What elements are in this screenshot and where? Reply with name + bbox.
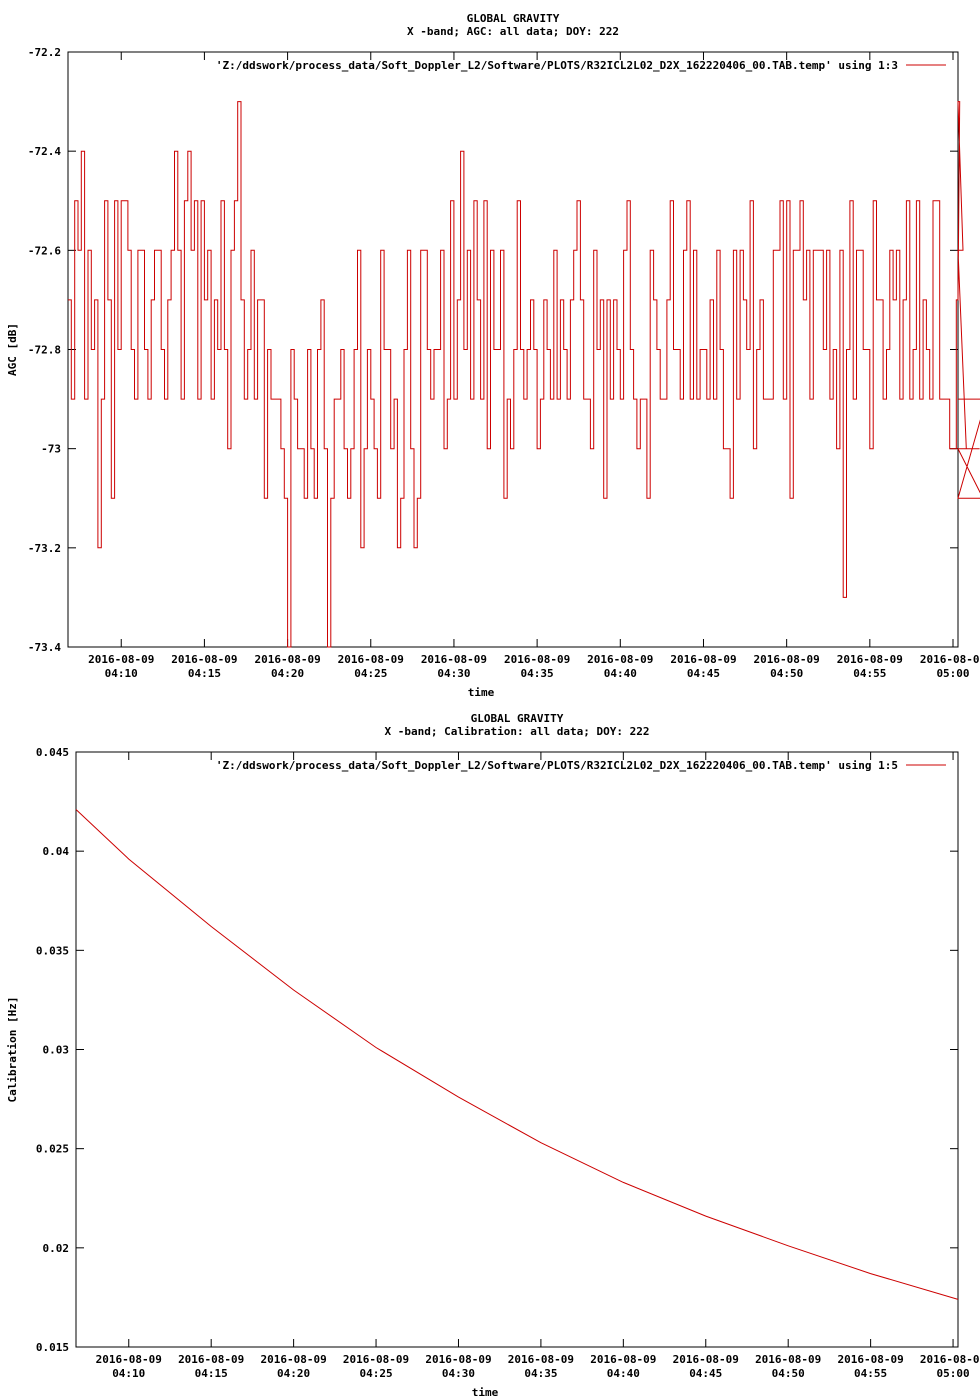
y-tick-label: -73.4 bbox=[28, 641, 61, 654]
plot-frame bbox=[75, 751, 959, 1348]
x-tick-date: 2016-08-09 bbox=[670, 653, 736, 666]
x-tick-time: 04:30 bbox=[437, 667, 470, 680]
x-tick-time: 04:35 bbox=[524, 1367, 557, 1380]
x-tick-time: 04:20 bbox=[271, 667, 304, 680]
x-tick-date: 2016-08-09 bbox=[504, 653, 570, 666]
x-tick-date: 2016-08-09 bbox=[338, 653, 404, 666]
chart-subtitle: X -band; Calibration: all data; DOY: 222 bbox=[385, 725, 650, 738]
x-tick-date: 2016-08-09 bbox=[838, 1353, 904, 1366]
x-tick-time: 05:00 bbox=[936, 667, 969, 680]
x-tick-date: 2016-08-09 bbox=[755, 1353, 821, 1366]
x-tick-time: 05:00 bbox=[936, 1367, 969, 1380]
x-tick-date: 2016-08-09 bbox=[754, 653, 820, 666]
x-tick-time: 04:40 bbox=[604, 667, 637, 680]
x-tick-time: 04:20 bbox=[277, 1367, 310, 1380]
x-tick-time: 04:50 bbox=[770, 667, 803, 680]
chart-title: GLOBAL GRAVITY bbox=[467, 12, 560, 25]
x-tick-time: 04:50 bbox=[772, 1367, 805, 1380]
x-tick-date: 2016-08-09 bbox=[171, 653, 237, 666]
legend-label: 'Z:/ddswork/process_data/Soft_Doppler_L2… bbox=[216, 759, 898, 772]
y-tick-label: -72.4 bbox=[28, 145, 61, 158]
y-tick-label: -73 bbox=[41, 443, 61, 456]
x-tick-date: 2016-08-09 bbox=[508, 1353, 574, 1366]
x-axis-label: time bbox=[468, 686, 495, 699]
x-tick-time: 04:45 bbox=[687, 667, 720, 680]
x-tick-date: 2016-08-09 bbox=[421, 653, 487, 666]
series-line bbox=[75, 809, 959, 1300]
x-tick-time: 04:55 bbox=[853, 667, 886, 680]
x-tick-time: 04:35 bbox=[521, 667, 554, 680]
y-tick-label: 0.03 bbox=[43, 1044, 70, 1057]
chart-title: GLOBAL GRAVITY bbox=[471, 712, 564, 725]
y-tick-label: -73.2 bbox=[28, 542, 61, 555]
chart-subtitle: X -band; AGC: all data; DOY: 222 bbox=[407, 25, 619, 38]
y-tick-label: 0.045 bbox=[36, 746, 69, 759]
x-tick-date: 2016-08-09 bbox=[254, 653, 320, 666]
y-axis-label: AGC [dB] bbox=[6, 323, 19, 376]
legend-label: 'Z:/ddswork/process_data/Soft_Doppler_L2… bbox=[216, 59, 898, 72]
x-tick-date: 2016-08-09 bbox=[587, 653, 653, 666]
x-tick-time: 04:10 bbox=[105, 667, 138, 680]
y-tick-label: -72.6 bbox=[28, 244, 61, 257]
y-tick-label: 0.04 bbox=[43, 845, 70, 858]
x-tick-date: 2016-08-09 bbox=[920, 653, 980, 666]
x-tick-date: 2016-08-09 bbox=[88, 653, 154, 666]
x-tick-time: 04:40 bbox=[607, 1367, 640, 1380]
x-tick-date: 2016-08-09 bbox=[178, 1353, 244, 1366]
x-tick-time: 04:55 bbox=[854, 1367, 887, 1380]
x-tick-time: 04:30 bbox=[442, 1367, 475, 1380]
y-tick-label: 0.015 bbox=[36, 1341, 69, 1354]
y-tick-label: 0.025 bbox=[36, 1143, 69, 1156]
x-tick-date: 2016-08-09 bbox=[920, 1353, 980, 1366]
x-tick-date: 2016-08-09 bbox=[96, 1353, 162, 1366]
x-tick-time: 04:15 bbox=[188, 667, 221, 680]
x-tick-time: 04:25 bbox=[354, 667, 387, 680]
y-axis-label: Calibration [Hz] bbox=[6, 997, 19, 1103]
x-tick-date: 2016-08-09 bbox=[837, 653, 903, 666]
x-tick-time: 04:25 bbox=[359, 1367, 392, 1380]
y-tick-label: 0.02 bbox=[43, 1242, 70, 1255]
x-tick-date: 2016-08-09 bbox=[343, 1353, 409, 1366]
x-tick-date: 2016-08-09 bbox=[673, 1353, 739, 1366]
x-tick-date: 2016-08-09 bbox=[425, 1353, 491, 1366]
x-axis-label: time bbox=[472, 1386, 499, 1399]
y-tick-label: -72.8 bbox=[28, 344, 61, 357]
x-tick-date: 2016-08-09 bbox=[260, 1353, 326, 1366]
x-tick-date: 2016-08-09 bbox=[590, 1353, 656, 1366]
x-tick-time: 04:10 bbox=[112, 1367, 145, 1380]
y-tick-label: 0.035 bbox=[36, 944, 69, 957]
x-tick-time: 04:45 bbox=[689, 1367, 722, 1380]
y-tick-label: -72.2 bbox=[28, 46, 61, 59]
series-line bbox=[68, 101, 980, 648]
x-tick-time: 04:15 bbox=[195, 1367, 228, 1380]
